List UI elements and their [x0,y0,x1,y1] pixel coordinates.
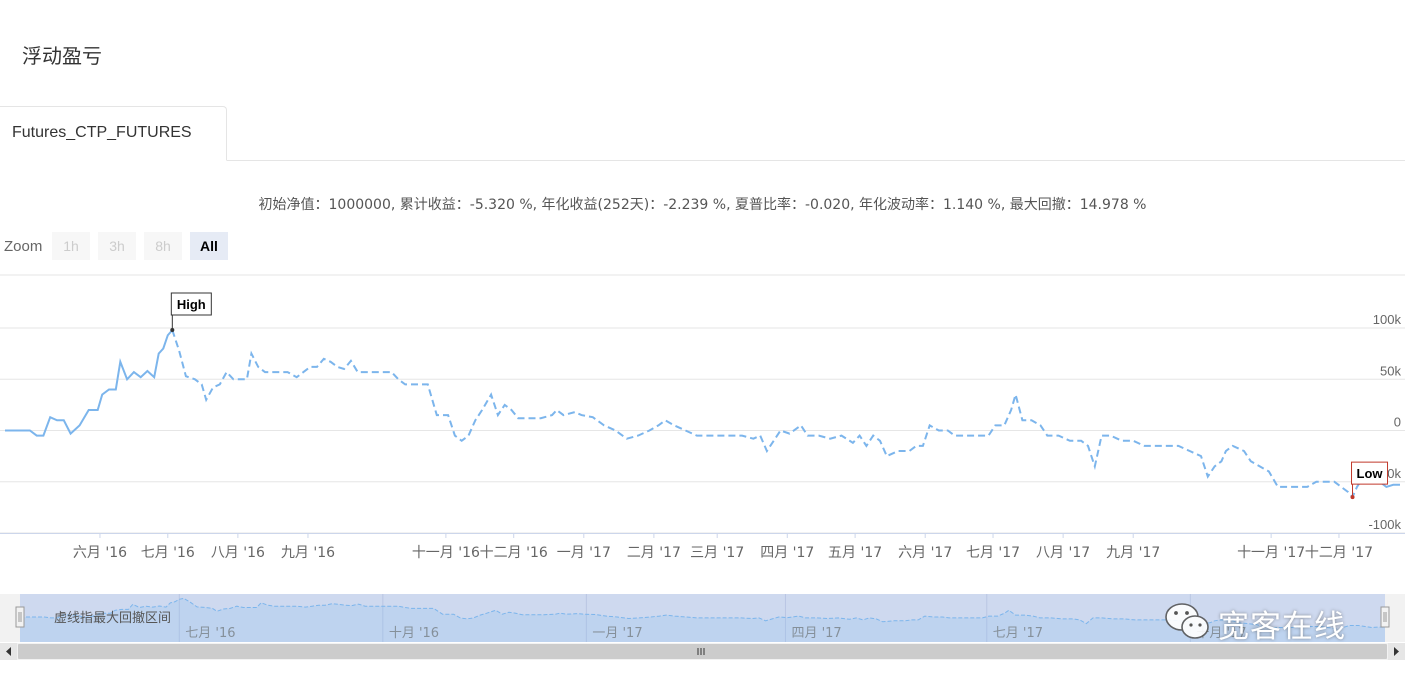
x-tick-label: 七月 '17 [966,545,1020,561]
y-tick-label: -100k [1368,517,1401,532]
pnl-series [5,329,1400,499]
stats-summary: 初始净值：1000000, 累计收益：-5.320 %, 年化收益(252天)：… [258,197,1147,213]
navigator-content: 七月 '16 十月 '16 一月 '17 四月 '17 七月 '17 十月 '17 虚线指最… [0,594,1405,660]
navigator-date-label: 十月 '17 [1196,626,1246,641]
x-tick-label: 四月 '17 [760,545,814,561]
x-tick-label: 九月 '17 [1106,545,1160,561]
x-tick-label: 十二月 '16 [480,545,548,561]
zoom-8h-button[interactable]: 8h [144,232,182,260]
zoom-3h-button[interactable]: 3h [98,232,136,260]
x-tick-label: 六月 '16 [73,545,127,561]
low-flag-point [1350,495,1355,500]
x-tick-label: 六月 '17 [898,545,952,561]
low-flag-label: Low [1357,466,1384,481]
low-flag-box [1351,461,1389,485]
y-tick-label: 50k [1380,363,1401,378]
tab-futures-ctp[interactable]: Futures_CTP_FUTURES [0,106,227,161]
right-navigator-handle [1380,606,1390,628]
x-tick-label: 八月 '17 [1036,545,1090,561]
y-tick-label: 0 [1394,415,1401,430]
x-tick-label: 五月 '17 [828,545,882,561]
navigator-date-label: 十月 '16 [389,626,439,641]
series-solid-segment [5,329,174,437]
series-dashed-segment [171,329,1381,499]
navigator[interactable]: 七月 '16 十月 '16 一月 '17 四月 '17 七月 '17 十月 '17 虚线指最… [0,590,1405,662]
scroll-right-arrow-icon [1394,647,1399,656]
x-tick-label: 十一月 '17 [1237,545,1305,561]
navigator-date-label: 四月 '17 [791,626,841,641]
x-tick-label: 三月 '17 [690,545,744,561]
wechat-icon [1165,603,1209,639]
watermark-text: 宽客在线 [1218,609,1346,645]
high-flag-point [170,328,175,333]
zoom-all-button[interactable]: All [190,232,228,260]
grid-lines [0,274,1405,534]
y-tick-label: 100k [1373,312,1402,327]
x-tick-label: 一月 '17 [557,545,611,561]
page-title: 浮动盈亏 [22,44,102,68]
x-tick-label: 九月 '16 [281,545,335,561]
x-tick-label: 十一月 '16 [412,545,480,561]
high-flag-label: High [177,297,206,312]
tab-strip: Futures_CTP_FUTURES [0,106,1405,161]
scroll-left-arrow-icon [6,647,11,656]
x-tick-label: 二月 '17 [627,545,681,561]
zoom-1h-button[interactable]: 1h [52,232,90,260]
x-tick-label: 八月 '16 [211,545,265,561]
tab-label: Futures_CTP_FUTURES [12,124,192,141]
zoom-label: Zoom [4,238,43,255]
high-flag-box [170,292,212,316]
navigator-date-label: 一月 '17 [592,626,642,641]
navigator-date-label: 七月 '17 [993,626,1043,641]
left-navigator-handle [15,606,25,628]
x-axis-ticks: 六月 '16 七月 '16 八月 '16 九月 '16 十一月 '16 十二月 '16 一月… [73,533,1373,561]
navigator-date-label: 七月 '16 [185,626,235,641]
navigator-note: 虚线指最大回撤区间 [54,610,171,626]
scrollbar-thumb [18,644,1387,659]
x-tick-label: 七月 '16 [141,545,195,561]
watermark: 宽客在线 [1160,598,1360,645]
navigator-area [20,598,1385,642]
x-tick-label: 十二月 '17 [1305,545,1373,561]
flag-annotations: High Low [170,292,1389,500]
